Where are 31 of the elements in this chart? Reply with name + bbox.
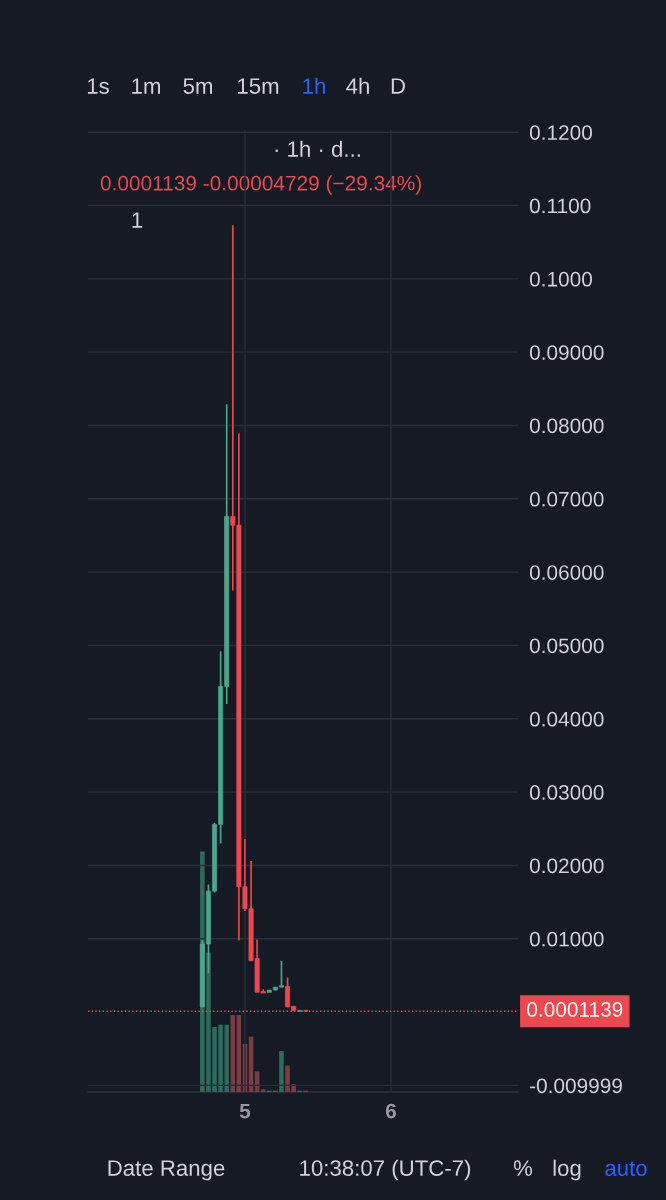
y-tick-label: 0.05000 [529, 638, 604, 654]
annotation: 1 [132, 212, 143, 228]
text: 1s [87, 78, 109, 94]
y-tick-label: 0.07000 [529, 491, 604, 507]
text: % [513, 1160, 533, 1176]
text: 1h [303, 77, 325, 94]
y-tick-label: 0.03000 [529, 785, 604, 800]
x-tick-label: 6 [385, 1103, 397, 1119]
text: Date Range [108, 1160, 225, 1181]
text: D [391, 78, 405, 94]
y-tick-label: -0.009999 [530, 1078, 622, 1094]
y-tick-label: 0.04000 [529, 711, 604, 727]
y-tick-label: 0.1200 [529, 125, 593, 140]
y-tick-label: 0.06000 [529, 565, 604, 580]
text: 4h [346, 77, 369, 94]
y-tick-label: 0.02000 [529, 858, 604, 874]
text: auto [605, 1161, 647, 1176]
y-tick-label: 0.1000 [529, 271, 593, 287]
text: 5m [183, 78, 212, 94]
x-tick-label: 5 [239, 1103, 251, 1119]
y-tick-label: 0.09000 [529, 345, 604, 360]
text: 1m [132, 78, 160, 94]
y-tick-label: 0.08000 [529, 418, 604, 434]
text: log [553, 1159, 581, 1181]
chart-title: · 1h · d... [275, 140, 360, 157]
y-tick-label: 0.1100 [529, 198, 591, 214]
annotation: 0.0001139 -0.00004729 (−29.34%) [100, 175, 421, 195]
ref-line-label: 0.0001139 [527, 1002, 623, 1017]
text: 15m [238, 78, 279, 94]
y-tick-label: 0.01000 [529, 931, 604, 947]
text: 10:38:07 (UTC-7) [300, 1159, 471, 1181]
